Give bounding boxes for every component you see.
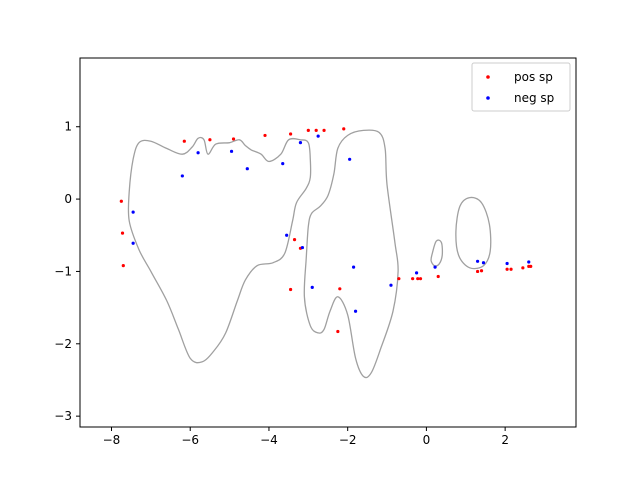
- scatter-points: [119, 127, 533, 334]
- boundary-curve-0: [127, 136, 312, 364]
- point-neg-sp-7: [298, 141, 303, 145]
- legend-label-pos-sp: pos sp: [514, 70, 553, 84]
- decision-boundary: [127, 129, 492, 379]
- point-neg-sp-14: [353, 309, 358, 313]
- point-pos-sp-28: [529, 264, 533, 268]
- point-neg-sp-3: [196, 151, 200, 155]
- y-tick-label: −3: [54, 409, 72, 423]
- legend-marker-neg-sp: [486, 96, 490, 100]
- point-neg-sp-11: [300, 245, 305, 250]
- point-pos-sp-21: [436, 274, 440, 279]
- point-neg-sp-13: [351, 265, 356, 269]
- x-tick-label: −2: [339, 433, 357, 447]
- point-neg-sp-2: [180, 174, 184, 178]
- point-neg-sp-1: [131, 241, 135, 245]
- point-pos-sp-16: [336, 329, 340, 334]
- point-pos-sp-3: [182, 139, 186, 143]
- y-tick-label: 0: [64, 192, 72, 206]
- point-pos-sp-1: [120, 231, 125, 235]
- boundary-curve-2: [430, 239, 444, 267]
- point-pos-sp-7: [289, 132, 293, 136]
- point-pos-sp-22: [475, 269, 480, 274]
- point-pos-sp-8: [306, 128, 310, 132]
- x-tick-label: −6: [181, 433, 199, 447]
- legend-box: [471, 62, 571, 112]
- point-pos-sp-14: [289, 287, 293, 292]
- point-pos-sp-15: [338, 287, 342, 291]
- point-neg-sp-9: [348, 157, 352, 161]
- point-neg-sp-17: [433, 265, 437, 269]
- point-pos-sp-4: [208, 138, 212, 142]
- point-pos-sp-6: [263, 133, 267, 138]
- point-neg-sp-12: [310, 285, 314, 289]
- point-pos-sp-18: [411, 277, 415, 281]
- point-neg-sp-20: [505, 261, 509, 266]
- point-pos-sp-0: [119, 199, 123, 203]
- point-pos-sp-19: [416, 277, 420, 281]
- point-neg-sp-16: [414, 271, 419, 275]
- point-neg-sp-8: [316, 134, 320, 138]
- point-pos-sp-11: [342, 127, 346, 131]
- point-pos-sp-25: [509, 267, 513, 271]
- y-tick-label: −1: [54, 264, 72, 278]
- x-tick-label: −4: [260, 433, 278, 447]
- point-neg-sp-0: [131, 210, 135, 214]
- point-pos-sp-2: [121, 264, 125, 268]
- y-axis-ticks: −3 −2 −1 0 1: [54, 120, 80, 423]
- legend-label-neg-sp: neg sp: [514, 91, 554, 105]
- point-pos-sp-12: [292, 238, 297, 242]
- point-neg-sp-10: [285, 233, 289, 237]
- boundary-curve-3: [455, 196, 492, 270]
- point-pos-sp-20: [418, 277, 423, 281]
- x-tick-label: 2: [501, 433, 509, 447]
- point-neg-sp-18: [475, 259, 480, 263]
- point-pos-sp-9: [314, 128, 318, 132]
- point-neg-sp-4: [229, 149, 234, 153]
- point-neg-sp-15: [389, 283, 393, 287]
- x-axis-ticks: −8 −6 −4 −2 0 2: [103, 427, 509, 447]
- x-tick-label: −8: [103, 433, 121, 447]
- point-pos-sp-26: [521, 266, 525, 270]
- point-neg-sp-19: [481, 261, 486, 265]
- point-pos-sp-23: [479, 269, 484, 273]
- point-neg-sp-5: [245, 167, 249, 171]
- boundary-curve-1: [303, 129, 399, 379]
- x-tick-label: 0: [423, 433, 431, 447]
- point-pos-sp-24: [505, 267, 509, 271]
- point-pos-sp-17: [397, 277, 401, 281]
- point-neg-sp-21: [527, 260, 531, 264]
- point-pos-sp-10: [322, 128, 326, 132]
- axes-frame: [79, 57, 577, 428]
- point-pos-sp-5: [231, 137, 236, 141]
- point-neg-sp-6: [281, 162, 285, 166]
- y-tick-label: 1: [64, 120, 72, 134]
- legend: pos sp neg sp: [471, 62, 571, 112]
- legend-marker-pos-sp: [486, 75, 490, 79]
- y-tick-label: −2: [54, 337, 72, 351]
